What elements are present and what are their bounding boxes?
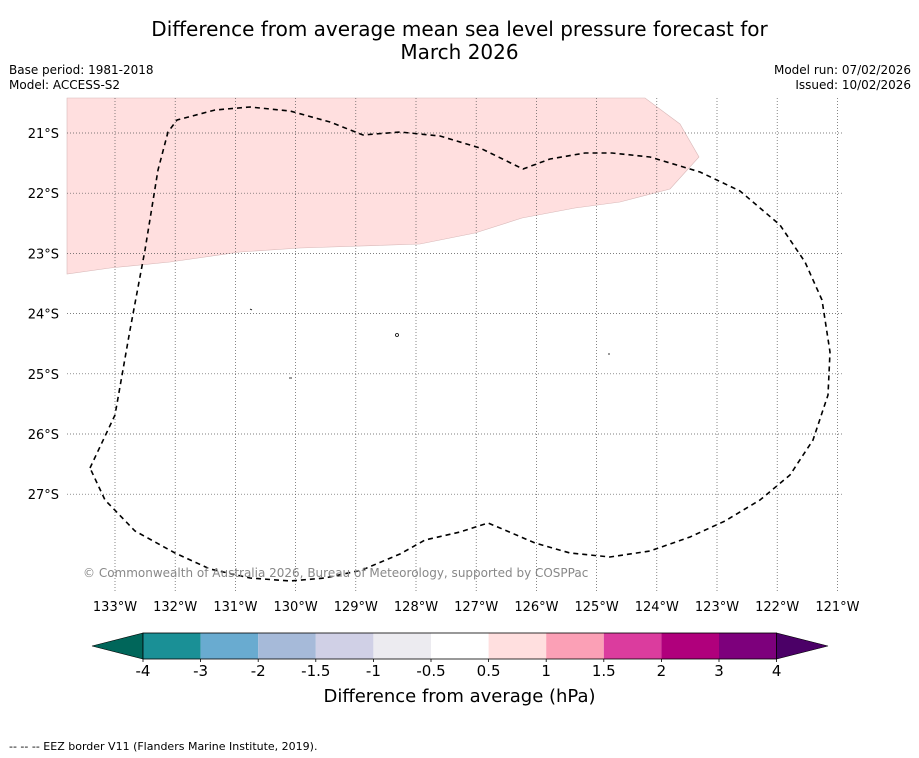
latitude-label: 25°S xyxy=(28,368,59,383)
island-1 xyxy=(249,308,253,311)
colorbar-tick-label: -0.5 xyxy=(416,662,445,680)
colorbar-tick-label: 3 xyxy=(714,662,724,680)
longitude-label: 133°W xyxy=(93,600,137,615)
colorbar-tick-label: 4 xyxy=(772,662,782,680)
latitude-label: 24°S xyxy=(28,308,59,323)
title-line-1: Difference from average mean sea level p… xyxy=(151,17,768,41)
longitude-label: 129°W xyxy=(334,600,378,615)
eez-legend-footnote: -- -- -- EEZ border V11 (Flanders Marine… xyxy=(9,740,318,753)
eez-border xyxy=(89,106,831,582)
issued-date: Issued: 10/02/2026 xyxy=(795,78,911,92)
chart-title: Difference from average mean sea level p… xyxy=(0,18,919,64)
longitude-label: 127°W xyxy=(454,600,498,615)
longitude-label: 123°W xyxy=(695,600,739,615)
meta-left: Base period: 1981-2018 Model: ACCESS-S2 xyxy=(9,63,154,93)
model-name: Model: ACCESS-S2 xyxy=(9,78,121,92)
anomaly-region-fill xyxy=(66,97,700,275)
colorbar-segment xyxy=(258,633,316,659)
colorbar-label: Difference from average (hPa) xyxy=(323,686,596,707)
islands xyxy=(249,308,610,379)
longitude-label: 130°W xyxy=(274,600,318,615)
model-run: Model run: 07/02/2026 xyxy=(773,63,911,77)
colorbar-segment xyxy=(661,633,719,659)
colorbar-segment xyxy=(315,633,374,659)
colorbar-tick-label: 1.5 xyxy=(592,662,616,680)
longitude-label: 124°W xyxy=(635,600,679,615)
colorbar-segment xyxy=(488,633,547,659)
latitude-label: 26°S xyxy=(28,428,59,443)
meta-right: Model run: 07/02/2026 Issued: 10/02/2026 xyxy=(774,63,911,93)
latitude-label: 27°S xyxy=(28,488,59,503)
graticule xyxy=(67,98,843,592)
latitude-label: 21°S xyxy=(28,127,59,142)
colorbar-segment xyxy=(200,633,259,659)
colorbar-under-arrow xyxy=(91,632,144,660)
latitude-labels: 21°S 22°S 23°S 24°S 25°S 26°S 27°S xyxy=(28,127,59,503)
longitude-labels: 133°W 132°W 131°W 130°W 129°W 128°W 127°W 126°W… xyxy=(93,600,860,615)
longitude-label: 132°W xyxy=(153,600,197,615)
colorbar-segment xyxy=(373,633,431,659)
island-2 xyxy=(395,333,399,337)
colorbar-tick-label: -4 xyxy=(136,662,151,680)
title-line-2: March 2026 xyxy=(400,40,519,64)
colorbar-segment xyxy=(603,633,662,659)
longitude-label: 126°W xyxy=(514,600,558,615)
latitude-label: 23°S xyxy=(28,247,59,262)
colorbar-segment xyxy=(719,633,777,659)
colorbar-segment xyxy=(143,633,201,659)
longitude-label: 131°W xyxy=(213,600,257,615)
longitude-label: 128°W xyxy=(394,600,438,615)
colorbar-tick-label: 2 xyxy=(657,662,667,680)
colorbar-tick-label: 0.5 xyxy=(477,662,501,680)
colorbar-tick-label: -1.5 xyxy=(301,662,330,680)
longitude-label: 125°W xyxy=(575,600,619,615)
longitude-label: 122°W xyxy=(755,600,799,615)
latitude-label: 22°S xyxy=(28,187,59,202)
base-period: Base period: 1981-2018 xyxy=(9,63,154,77)
map-canvas: 21°S22°S23°S24°S25°S26°S27°S 133°W 132°W 1… xyxy=(28,97,860,680)
colorbar-tick-label: -2 xyxy=(251,662,266,680)
longitude-label: 121°W xyxy=(815,600,859,615)
colorbar: -4 -3 -2 -1.5 -1 -0.5 0.5 1 1.5 2 3 4 xyxy=(91,632,829,680)
colorbar-tick-label: 1 xyxy=(541,662,551,680)
copyright-notice: © Commonwealth of Australia 2026, Bureau… xyxy=(83,566,588,580)
colorbar-over-arrow xyxy=(776,632,829,660)
colorbar-frame xyxy=(142,632,777,660)
colorbar-segment xyxy=(546,633,604,659)
colorbar-tick-label: -1 xyxy=(366,662,381,680)
colorbar-tick-label: -3 xyxy=(193,662,208,680)
colorbar-segment xyxy=(431,633,489,659)
